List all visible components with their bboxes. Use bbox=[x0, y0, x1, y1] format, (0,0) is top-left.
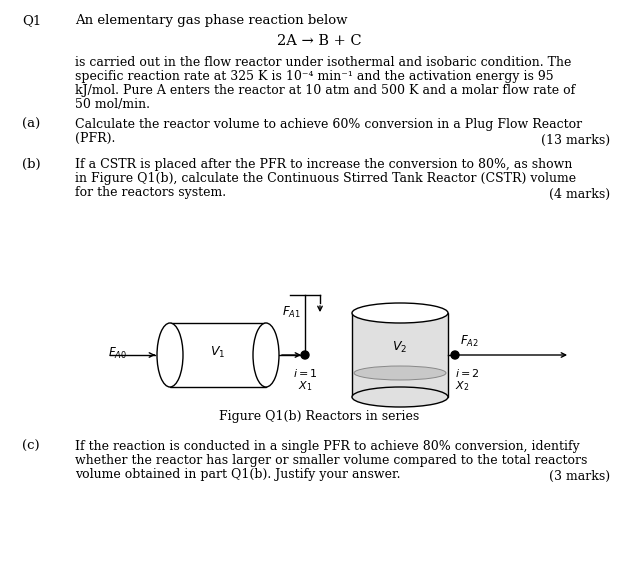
Text: $F_{A1}$: $F_{A1}$ bbox=[282, 305, 301, 320]
Circle shape bbox=[301, 351, 309, 359]
Circle shape bbox=[451, 351, 459, 359]
Text: $F_{A0}$: $F_{A0}$ bbox=[108, 346, 127, 360]
Ellipse shape bbox=[352, 387, 448, 407]
Ellipse shape bbox=[253, 323, 279, 387]
Text: An elementary gas phase reaction below: An elementary gas phase reaction below bbox=[75, 14, 348, 27]
Text: kJ/mol. Pure A enters the reactor at 10 atm and 500 K and a molar flow rate of: kJ/mol. Pure A enters the reactor at 10 … bbox=[75, 84, 575, 97]
Text: whether the reactor has larger or smaller volume compared to the total reactors: whether the reactor has larger or smalle… bbox=[75, 454, 587, 467]
Text: If a CSTR is placed after the PFR to increase the conversion to 80%, as shown: If a CSTR is placed after the PFR to inc… bbox=[75, 158, 573, 171]
Text: Calculate the reactor volume to achieve 60% conversion in a Plug Flow Reactor: Calculate the reactor volume to achieve … bbox=[75, 118, 582, 131]
Text: volume obtained in part Q1(b). Justify your answer.: volume obtained in part Q1(b). Justify y… bbox=[75, 468, 401, 481]
Text: (PFR).: (PFR). bbox=[75, 132, 116, 145]
Text: (13 marks): (13 marks) bbox=[541, 134, 610, 147]
Text: in Figure Q1(b), calculate the Continuous Stirred Tank Reactor (CSTR) volume: in Figure Q1(b), calculate the Continuou… bbox=[75, 172, 576, 185]
Text: If the reaction is conducted in a single PFR to achieve 80% conversion, identify: If the reaction is conducted in a single… bbox=[75, 440, 580, 453]
Text: (4 marks): (4 marks) bbox=[549, 188, 610, 201]
Ellipse shape bbox=[352, 303, 448, 323]
Text: for the reactors system.: for the reactors system. bbox=[75, 186, 226, 199]
Text: 50 mol/min.: 50 mol/min. bbox=[75, 98, 150, 111]
Text: $X_2$: $X_2$ bbox=[455, 379, 469, 393]
Text: (a): (a) bbox=[22, 118, 40, 131]
Ellipse shape bbox=[157, 323, 183, 387]
Text: 2A → B + C: 2A → B + C bbox=[277, 34, 361, 48]
Text: Q1: Q1 bbox=[22, 14, 42, 27]
Ellipse shape bbox=[354, 366, 446, 380]
Text: Figure Q1(b) Reactors in series: Figure Q1(b) Reactors in series bbox=[219, 410, 419, 423]
Text: is carried out in the flow reactor under isothermal and isobaric condition. The: is carried out in the flow reactor under… bbox=[75, 56, 571, 69]
Text: $i=1$: $i=1$ bbox=[293, 367, 318, 379]
Text: (3 marks): (3 marks) bbox=[549, 470, 610, 483]
Bar bbox=[352, 313, 448, 397]
Text: $i=2$: $i=2$ bbox=[455, 367, 480, 379]
Text: $V_1$: $V_1$ bbox=[210, 344, 226, 359]
Text: $V_2$: $V_2$ bbox=[392, 339, 408, 355]
Bar bbox=[170, 323, 266, 387]
Text: specific reaction rate at 325 K is 10⁻⁴ min⁻¹ and the activation energy is 95: specific reaction rate at 325 K is 10⁻⁴ … bbox=[75, 70, 553, 83]
Text: $F_{A2}$: $F_{A2}$ bbox=[460, 333, 479, 348]
Text: (b): (b) bbox=[22, 158, 41, 171]
Text: $X_1$: $X_1$ bbox=[298, 379, 312, 393]
Text: (c): (c) bbox=[22, 440, 40, 453]
